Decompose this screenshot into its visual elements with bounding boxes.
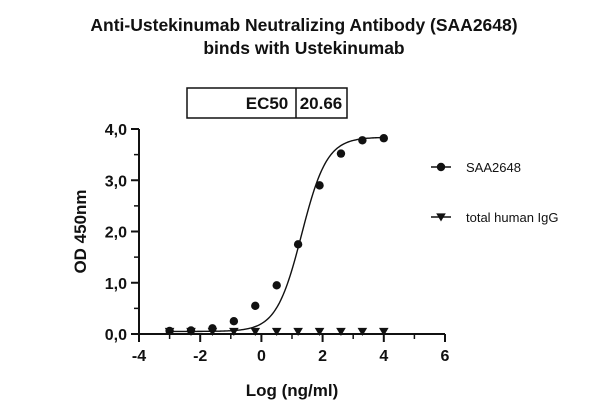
data-point: [272, 281, 281, 290]
data-point: [336, 327, 346, 336]
ec50-table-box: [186, 87, 348, 119]
x-tick-label: 2: [318, 348, 327, 365]
x-tick-label: -4: [132, 348, 146, 365]
data-point: [379, 134, 388, 143]
ec50-table: EC50 20.66: [186, 87, 348, 119]
data-point: [357, 327, 368, 336]
fit-curve: [169, 136, 384, 333]
x-axis-title: Log (ng/ml): [246, 381, 339, 400]
legend-marker: [436, 162, 446, 172]
data-point: [207, 327, 218, 336]
chart-title: Anti-Ustekinumab Neutralizing Antibody (…: [90, 15, 518, 35]
y-tick-label: 0,0: [105, 327, 127, 344]
y-tick-label: 2,0: [105, 225, 127, 242]
chart-subtitle: binds with Ustekinumab: [203, 38, 405, 58]
data-point: [379, 327, 389, 336]
ec50-label: EC50: [246, 94, 289, 113]
y-tick-label: 1,0: [105, 276, 127, 293]
legend-item-0: SAA2648: [431, 160, 521, 175]
y-tick-label: 3,0: [105, 173, 127, 190]
data-point: [229, 316, 239, 326]
data-point: [315, 181, 324, 190]
legend-label: total human IgG: [466, 210, 559, 225]
data-point: [314, 327, 325, 336]
legend-marker: [436, 213, 446, 222]
data-point: [336, 149, 346, 158]
data-point: [250, 327, 261, 336]
legend-label: SAA2648: [466, 160, 521, 175]
plot-series: [164, 134, 389, 336]
legend-item-1: total human IgG: [431, 210, 559, 225]
series-1: [164, 327, 389, 336]
data-point: [293, 327, 303, 336]
x-tick-label: 4: [379, 348, 388, 365]
y-axis-title: OD 450nm: [71, 189, 90, 273]
x-tick-label: 0: [257, 348, 266, 365]
x-tick-label: -2: [193, 348, 207, 365]
x-tick-label: 6: [441, 348, 450, 365]
data-point: [271, 327, 282, 336]
series-0: [165, 134, 388, 336]
data-point: [358, 136, 367, 145]
legend: SAA2648 total human IgG: [431, 160, 559, 225]
y-tick-label: 4,0: [105, 122, 127, 139]
ec50-value: 20.66: [300, 94, 343, 113]
data-point: [229, 327, 239, 336]
data-point: [164, 327, 175, 336]
data-point: [186, 327, 196, 336]
data-point: [251, 301, 260, 311]
chart-title-block: Anti-Ustekinumab Neutralizing Antibody (…: [0, 14, 608, 60]
data-point: [293, 240, 303, 249]
